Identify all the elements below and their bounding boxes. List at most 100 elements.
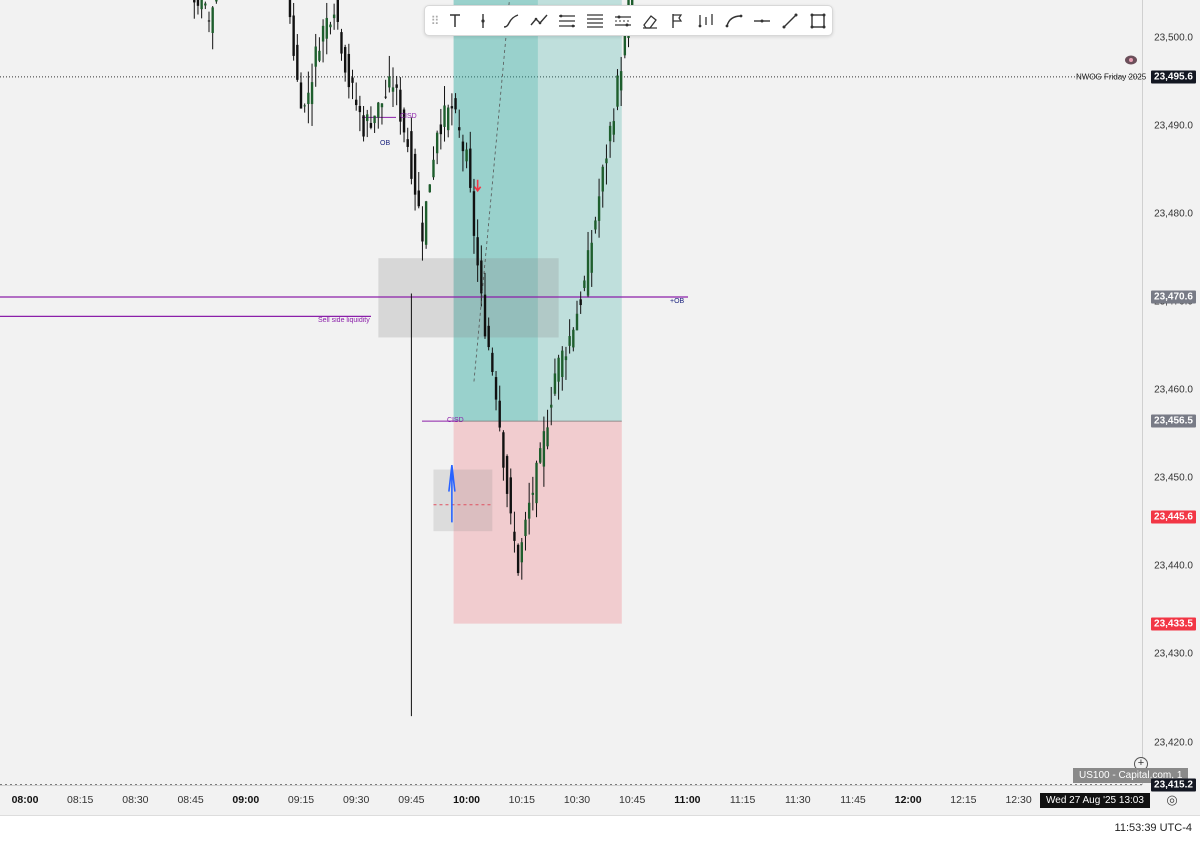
price-label-nwog-friday-value: 23,495.6 [1154, 71, 1193, 83]
time-tick: 10:00 [453, 794, 481, 806]
candle-body [362, 115, 365, 137]
candle-body [472, 191, 476, 236]
ob-plus-label: +OB [670, 297, 685, 305]
candle-body [465, 149, 468, 162]
price-tick: 23,500.0 [1154, 32, 1193, 44]
brush-button[interactable] [497, 9, 525, 33]
time-tick: 12:15 [950, 794, 977, 806]
candle-body [461, 141, 465, 152]
parallel-channel-button[interactable] [609, 9, 637, 33]
candle-body [439, 124, 443, 135]
candle-body [612, 121, 615, 135]
time-tick: 08:45 [177, 794, 204, 806]
trend-line-button[interactable] [776, 9, 804, 33]
path-button[interactable] [525, 9, 553, 33]
candle-body [318, 50, 321, 61]
candle-body [469, 148, 472, 188]
price-tick: 23,440.0 [1154, 560, 1193, 572]
fib-channel-icon [558, 14, 575, 27]
candle-body [196, 0, 200, 6]
candle-body [410, 131, 413, 179]
text-tool-button[interactable] [441, 9, 469, 33]
candle-body [424, 201, 428, 245]
eraser-button[interactable] [636, 9, 664, 33]
candle-body [391, 87, 395, 92]
horizontal-line-button[interactable] [748, 9, 776, 33]
price-label-entry-value: 23,456.5 [1154, 415, 1193, 427]
candle-body [384, 96, 387, 98]
curve-button[interactable] [720, 9, 748, 33]
rectangle-button[interactable] [804, 9, 832, 33]
candle-body [513, 531, 516, 541]
fib-levels-icon [586, 13, 603, 28]
flag-button[interactable] [664, 9, 692, 33]
parallel-channel-icon [614, 15, 631, 26]
time-tick: 09:45 [398, 794, 425, 806]
cisd-bottom-label: CISD [447, 417, 464, 425]
candle-body [307, 92, 310, 105]
price-tick: 23,460.0 [1154, 384, 1193, 396]
candle-body [336, 0, 339, 22]
price-axis[interactable]: 23,590.023,580.023,570.023,560.023,550.0… [1142, 0, 1200, 785]
candle-body [377, 102, 380, 118]
path-icon [530, 14, 548, 25]
candle-body [207, 20, 211, 22]
candle-body [343, 47, 347, 73]
eye-icon[interactable] [1124, 53, 1138, 65]
time-tick: 08:30 [122, 794, 149, 806]
candle-body [594, 220, 597, 230]
price-plot[interactable] [0, 0, 1142, 785]
small-order-block-box[interactable] [433, 469, 493, 532]
time-axis[interactable]: 08:00 08:15 08:30 08:45 09:00 09:15 09:30 09:45… [0, 785, 1142, 816]
candle-body [601, 166, 604, 192]
fib-levels-button[interactable] [581, 9, 609, 33]
pitchfork-button[interactable] [692, 9, 720, 33]
candle-body [332, 14, 336, 19]
candle-body [443, 105, 446, 127]
candle-body [623, 30, 627, 56]
candle-body [502, 432, 505, 468]
toolbar-drag-handle[interactable]: ⠿ [430, 13, 440, 28]
settings-icon[interactable]: ◎ [1166, 792, 1178, 807]
candle-body [491, 352, 494, 372]
candle-body [369, 122, 373, 128]
trend-dashed-line[interactable] [473, 0, 533, 382]
price-label-ob-value: 23,470.6 [1154, 291, 1193, 303]
order-block-box[interactable] [378, 258, 559, 338]
candle-body [590, 242, 593, 273]
candle-body [619, 71, 623, 91]
candle-body [402, 109, 406, 133]
ob-small-label: OB [380, 139, 391, 147]
candle-body [546, 427, 549, 447]
crosshair-date-label: Wed 27 Aug '25 13:03 [1040, 793, 1150, 808]
candle-body [329, 24, 332, 28]
curve-icon [725, 14, 743, 27]
profit-zone[interactable] [453, 0, 622, 422]
price-tick: 23,490.0 [1154, 120, 1193, 132]
candle-body [417, 190, 420, 207]
candle-body [483, 294, 487, 337]
candle-body [373, 115, 376, 124]
candle-body [527, 502, 531, 519]
fib-channel-button[interactable] [553, 9, 581, 33]
candle-body [421, 222, 424, 242]
candle-body [505, 456, 509, 494]
time-tick: 10:30 [563, 794, 591, 806]
time-tick: 12:00 [894, 794, 922, 806]
candle-body [215, 0, 218, 2]
candle-body [616, 75, 619, 107]
candle-body [480, 260, 483, 294]
brush-icon [503, 13, 519, 28]
candle-body [193, 0, 196, 3]
price-label-bottom: 23,415.2 [1151, 778, 1196, 792]
candle-body [428, 184, 431, 193]
stop-zone[interactable] [453, 421, 622, 624]
candle-body [395, 84, 398, 88]
price-label-red-value: 23,445.6 [1154, 511, 1193, 523]
candle-body [454, 98, 457, 110]
price-tick: 23,430.0 [1154, 648, 1193, 660]
price-label-red: 23,445.6 [1151, 510, 1196, 524]
chart-area[interactable]: CISD CISD OB +OB Sell side liquidity [0, 0, 1142, 785]
bottom-bar: 11:53:39 UTC-4 [0, 815, 1200, 845]
vertical-line-button[interactable] [469, 9, 497, 33]
